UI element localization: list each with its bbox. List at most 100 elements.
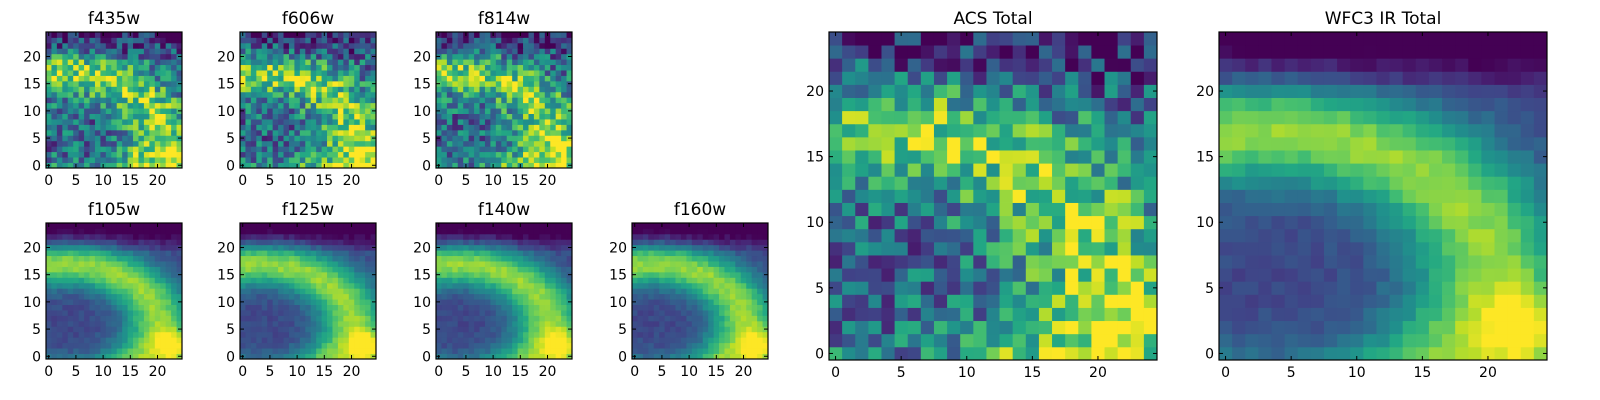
heatmap-cell xyxy=(446,102,453,109)
heatmap-cell xyxy=(343,228,350,235)
heatmap-cell xyxy=(348,124,355,131)
heatmap-cell xyxy=(354,337,361,344)
heatmap-cell xyxy=(441,342,448,349)
heatmap-cell xyxy=(1025,255,1040,269)
heatmap-cell xyxy=(305,75,312,82)
heatmap-cell xyxy=(452,255,459,262)
heatmap-cell xyxy=(659,331,666,338)
heatmap-cell xyxy=(105,157,112,163)
heatmap-cell xyxy=(474,70,480,76)
heatmap-cell xyxy=(512,135,518,142)
heatmap-cell xyxy=(642,288,649,295)
heatmap-cell xyxy=(327,239,333,246)
heatmap-cell xyxy=(561,97,567,104)
heatmap-cell xyxy=(171,42,177,49)
heatmap-cell xyxy=(111,91,118,98)
heatmap-cell xyxy=(986,320,1000,335)
heatmap-cell xyxy=(84,48,90,55)
heatmap-cell xyxy=(365,59,371,66)
heatmap-cell xyxy=(343,277,350,284)
heatmap-cell xyxy=(256,113,263,120)
heatmap-cell xyxy=(762,228,769,235)
heatmap-cell xyxy=(452,310,459,316)
heatmap-cell xyxy=(138,124,145,131)
heatmap-cell xyxy=(490,310,497,316)
heatmap-cell xyxy=(632,288,638,295)
heatmap-cell xyxy=(370,151,377,158)
heatmap-cell xyxy=(138,42,145,49)
heatmap-cell xyxy=(283,102,290,109)
heatmap-cell xyxy=(1104,228,1119,243)
heatmap-cell xyxy=(84,135,90,142)
heatmap-cell xyxy=(1143,268,1158,282)
heatmap-cell xyxy=(171,244,177,251)
heatmap-cell xyxy=(94,315,101,322)
heatmap-cell xyxy=(288,315,295,322)
heatmap-cell xyxy=(691,326,698,333)
heatmap-cell xyxy=(484,326,491,333)
heatmap-cell xyxy=(719,353,725,360)
heatmap-cell xyxy=(272,228,279,235)
heatmap-cell xyxy=(354,277,361,284)
heatmap-cell xyxy=(457,48,464,55)
heatmap-cell xyxy=(51,337,58,344)
heatmap-cell xyxy=(332,75,339,82)
heatmap-cell xyxy=(555,108,562,114)
heatmap-cell xyxy=(359,129,366,136)
heatmap-cell xyxy=(165,223,172,229)
heatmap-cell xyxy=(73,266,80,273)
heatmap-cell xyxy=(354,59,361,66)
heatmap-cell xyxy=(278,315,284,322)
heatmap-cell xyxy=(539,244,546,251)
heatmap-cell xyxy=(441,146,448,153)
heatmap-cell xyxy=(165,239,172,246)
y-tick-label: 15 xyxy=(23,268,41,284)
heatmap-cell xyxy=(680,271,687,278)
heatmap-cell xyxy=(67,42,74,49)
heatmap-cell xyxy=(1078,163,1092,177)
heatmap-cell xyxy=(332,70,339,76)
heatmap-cell xyxy=(250,320,257,327)
heatmap-cell xyxy=(436,42,442,49)
heatmap-cell xyxy=(154,337,161,344)
heatmap-cell xyxy=(171,140,177,147)
heatmap-cell xyxy=(73,337,80,344)
heatmap-cell xyxy=(452,140,459,147)
heatmap-cell xyxy=(149,108,156,114)
heatmap-cell xyxy=(143,353,150,360)
heatmap-cell xyxy=(111,108,118,114)
heatmap-cell xyxy=(713,304,720,311)
heatmap-cell xyxy=(89,86,96,93)
heatmap-cell xyxy=(332,146,339,153)
heatmap-cell xyxy=(365,261,371,267)
heatmap-cell xyxy=(829,281,843,295)
heatmap-cell xyxy=(176,48,183,55)
heatmap-cell xyxy=(51,250,58,257)
heatmap-cell xyxy=(283,250,290,257)
heatmap-cell xyxy=(176,288,183,295)
heatmap-cell xyxy=(116,113,123,120)
heatmap-cell xyxy=(474,266,480,273)
heatmap-cell xyxy=(111,162,118,169)
heatmap-cell xyxy=(490,244,497,251)
heatmap-cell xyxy=(278,244,284,251)
heatmap-cell xyxy=(56,282,63,289)
heatmap-cell xyxy=(278,277,284,284)
heatmap-cell xyxy=(735,239,742,246)
heatmap-cell xyxy=(436,119,442,125)
heatmap-cell xyxy=(316,91,322,98)
heatmap-cell xyxy=(539,102,546,109)
heatmap-cell xyxy=(539,315,546,322)
heatmap-cell xyxy=(56,293,63,300)
heatmap-cell xyxy=(446,293,453,300)
y-tick-label: 20 xyxy=(413,49,431,65)
heatmap-cell xyxy=(100,261,107,267)
heatmap-cell xyxy=(632,320,638,327)
heatmap-cell xyxy=(133,86,139,93)
heatmap-cell xyxy=(539,124,546,131)
heatmap-cell xyxy=(680,282,687,289)
heatmap-cell xyxy=(675,337,682,344)
heatmap-cell xyxy=(550,140,557,147)
heatmap-cell xyxy=(165,113,172,120)
heatmap-cell xyxy=(719,288,725,295)
